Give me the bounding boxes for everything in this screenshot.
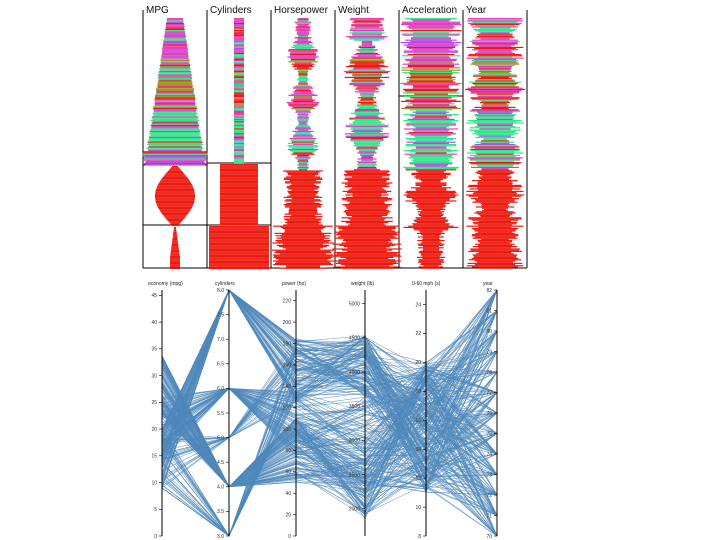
tick-label: 8.0 bbox=[217, 288, 224, 294]
tick-label: 8 bbox=[418, 534, 421, 540]
tick-label: 24 bbox=[415, 302, 421, 308]
tick-label: 5000 bbox=[349, 301, 360, 307]
tick-label: 71 bbox=[486, 513, 492, 519]
tick-label: 40 bbox=[151, 320, 157, 326]
tick-label: 35 bbox=[151, 347, 157, 353]
tick-label: 45 bbox=[151, 293, 157, 299]
polylines bbox=[162, 290, 497, 536]
tick-label: 7.5 bbox=[217, 312, 224, 318]
tick-label: 77 bbox=[486, 390, 492, 396]
tick-label: 70 bbox=[486, 534, 492, 540]
tick-label: 16 bbox=[415, 418, 421, 424]
tick-label: 140 bbox=[283, 384, 292, 390]
tick-label: 12 bbox=[415, 476, 421, 482]
tick-label: 25 bbox=[151, 400, 157, 406]
tick-label: 3.5 bbox=[217, 509, 224, 515]
tick-label: 5.0 bbox=[217, 435, 224, 441]
tick-label: 100 bbox=[283, 427, 292, 433]
tick-label: 3500 bbox=[349, 404, 360, 410]
tick-label: 72 bbox=[486, 493, 492, 499]
tick-label: 20 bbox=[151, 427, 157, 433]
tick-label: 80 bbox=[486, 329, 492, 335]
tick-label: 4.0 bbox=[217, 485, 224, 491]
tick-label: 60 bbox=[285, 470, 291, 476]
tick-label: 78 bbox=[486, 370, 492, 376]
axis-title: year bbox=[483, 281, 493, 287]
tick-label: 40 bbox=[285, 491, 291, 497]
axis-title: 0-60 mph (s) bbox=[412, 281, 441, 287]
tick-label: 10 bbox=[151, 480, 157, 486]
tick-label: 6.0 bbox=[217, 386, 224, 392]
tick-label: 81 bbox=[486, 308, 492, 314]
tick-label: 5.5 bbox=[217, 411, 224, 417]
tick-label: 200 bbox=[283, 320, 292, 326]
tick-label: 7.0 bbox=[217, 337, 224, 343]
axis-2: power (hp) 0 20 40 60 80 100 120 140 160 180 200 220 bbox=[282, 281, 306, 540]
tick-label: 10 bbox=[415, 505, 421, 511]
tick-label: 2500 bbox=[349, 472, 360, 478]
tick-label: 180 bbox=[283, 341, 292, 347]
tick-label: 82 bbox=[486, 288, 492, 294]
axis-title: weight (lb) bbox=[351, 281, 374, 287]
tick-label: 20 bbox=[415, 360, 421, 366]
tick-label: 30 bbox=[151, 373, 157, 379]
tick-label: 18 bbox=[415, 389, 421, 395]
tick-label: 22 bbox=[415, 331, 421, 337]
tick-label: 4000 bbox=[349, 370, 360, 376]
tick-label: 20 bbox=[285, 512, 291, 518]
tick-label: 4.5 bbox=[217, 460, 224, 466]
tick-label: 80 bbox=[285, 448, 291, 454]
tick-label: 75 bbox=[486, 431, 492, 437]
tick-label: 15 bbox=[151, 454, 157, 460]
tick-label: 74 bbox=[486, 452, 492, 458]
axis-title: power (hp) bbox=[282, 281, 306, 287]
tick-label: 4500 bbox=[349, 336, 360, 342]
tick-label: 3000 bbox=[349, 438, 360, 444]
tick-label: 79 bbox=[486, 349, 492, 355]
tick-label: 2000 bbox=[349, 506, 360, 512]
tick-label: 14 bbox=[415, 447, 421, 453]
tick-label: 0 bbox=[154, 534, 157, 540]
tick-label: 120 bbox=[283, 405, 292, 411]
tick-label: 160 bbox=[283, 363, 292, 369]
tick-label: 0 bbox=[288, 534, 291, 540]
tick-label: 76 bbox=[486, 411, 492, 417]
tick-label: 220 bbox=[283, 298, 292, 304]
tick-label: 5 bbox=[154, 507, 157, 513]
tick-label: 3.0 bbox=[217, 534, 224, 540]
axis-title: economy (mpg) bbox=[148, 281, 183, 287]
tick-label: 73 bbox=[486, 472, 492, 478]
axis-title: cylinders bbox=[215, 281, 235, 287]
tick-label: 6.5 bbox=[217, 362, 224, 368]
